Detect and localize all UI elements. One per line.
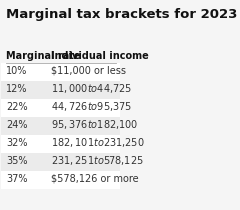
Text: $11,000 to $44,725: $11,000 to $44,725	[51, 82, 132, 95]
FancyBboxPatch shape	[1, 135, 120, 153]
Text: 12%: 12%	[6, 84, 28, 94]
Text: $578,126 or more: $578,126 or more	[51, 174, 139, 184]
Text: 10%: 10%	[6, 66, 28, 76]
FancyBboxPatch shape	[1, 171, 120, 189]
FancyBboxPatch shape	[1, 81, 120, 99]
Text: 22%: 22%	[6, 102, 28, 112]
Text: $182,101 to $231,250: $182,101 to $231,250	[51, 136, 145, 149]
Text: $231,251 to $578,125: $231,251 to $578,125	[51, 154, 144, 167]
Text: $95,376 to $182,100: $95,376 to $182,100	[51, 118, 138, 131]
FancyBboxPatch shape	[1, 99, 120, 117]
Text: Marginal rate: Marginal rate	[6, 51, 81, 61]
Text: $11,000 or less: $11,000 or less	[51, 66, 126, 76]
FancyBboxPatch shape	[1, 153, 120, 171]
FancyBboxPatch shape	[1, 63, 120, 81]
Text: 37%: 37%	[6, 174, 28, 184]
Text: Individual income: Individual income	[51, 51, 149, 61]
Text: 32%: 32%	[6, 138, 28, 148]
Text: 35%: 35%	[6, 156, 28, 166]
Text: Marginal tax brackets for 2023 tax year: Marginal tax brackets for 2023 tax year	[6, 8, 240, 21]
Text: 24%: 24%	[6, 120, 28, 130]
Text: $44,726 to $95,375: $44,726 to $95,375	[51, 100, 132, 113]
FancyBboxPatch shape	[1, 117, 120, 135]
